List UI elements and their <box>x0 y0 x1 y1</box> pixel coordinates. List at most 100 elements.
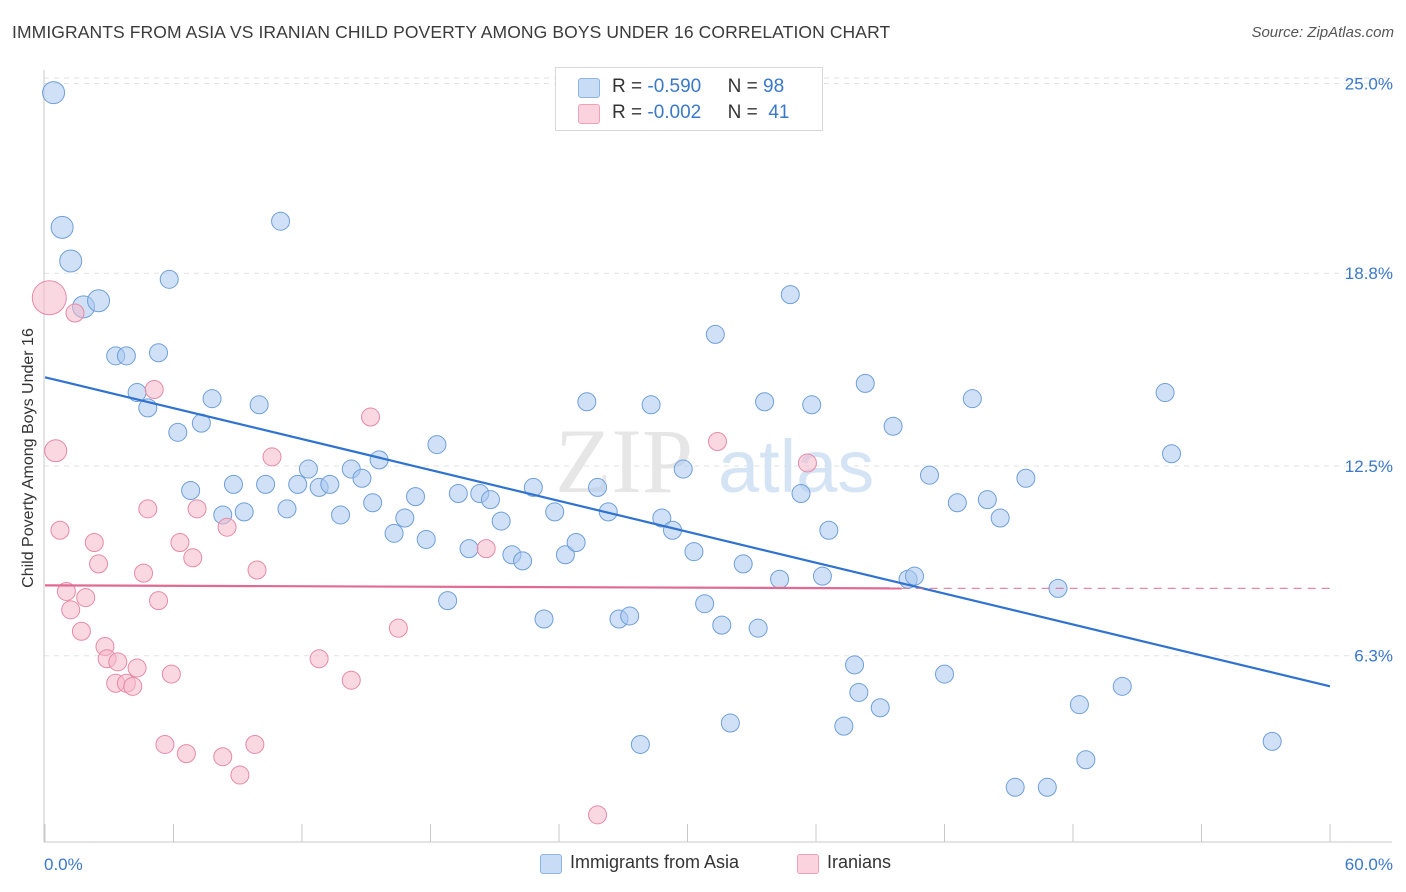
data-point-immigrants <box>438 591 458 611</box>
series-immigrants-from-asia <box>42 81 1282 797</box>
chart-title: IMMIGRANTS FROM ASIA VS IRANIAN CHILD PO… <box>12 22 891 42</box>
data-point-iranians <box>138 499 158 519</box>
data-point-iranians <box>71 621 91 641</box>
data-point-immigrants <box>791 484 811 504</box>
data-point-immigrants <box>870 698 890 718</box>
data-point-immigrants <box>416 529 436 549</box>
data-point-immigrants <box>712 615 732 635</box>
data-point-immigrants <box>812 566 832 586</box>
legend-swatch-pink <box>797 854 819 874</box>
data-point-immigrants <box>641 395 661 415</box>
data-point-immigrants <box>733 554 753 574</box>
correlation-legend: R = -0.590 N = 98 R = -0.002 N = 41 <box>555 67 823 131</box>
data-point-immigrants <box>1016 468 1036 488</box>
data-point-iranians <box>127 658 147 678</box>
data-point-immigrants <box>770 569 790 589</box>
data-point-immigrants <box>849 682 869 702</box>
y-tick-label: 25.0% <box>1345 75 1393 94</box>
data-point-immigrants <box>705 324 725 344</box>
trend-line-immigrants <box>44 376 1331 688</box>
data-point-iranians <box>65 303 85 323</box>
data-point-iranians <box>588 805 608 825</box>
data-point-iranians <box>187 499 207 519</box>
data-point-immigrants <box>320 474 340 494</box>
data-point-iranians <box>84 533 104 552</box>
data-point-iranians <box>213 747 233 767</box>
r-label: R = <box>612 76 648 97</box>
data-point-immigrants <box>947 493 967 513</box>
data-point-immigrants <box>1076 750 1096 770</box>
legend-swatch-pink <box>578 104 600 124</box>
data-point-immigrants <box>1112 676 1132 696</box>
data-point-immigrants <box>1069 695 1089 715</box>
data-point-immigrants <box>249 395 269 415</box>
data-point-iranians <box>56 581 76 601</box>
data-point-iranians <box>245 734 265 754</box>
data-point-immigrants <box>673 459 693 479</box>
data-point-immigrants <box>1005 777 1025 797</box>
data-point-iranians <box>476 539 496 559</box>
data-point-immigrants <box>459 539 479 559</box>
data-point-iranians <box>217 517 237 537</box>
data-point-iranians <box>262 447 282 467</box>
data-point-immigrants <box>720 713 740 733</box>
grid-lines <box>44 77 1392 657</box>
data-point-immigrants <box>384 523 404 543</box>
data-point-iranians <box>309 649 329 669</box>
data-point-iranians <box>388 618 408 638</box>
data-point-iranians <box>61 600 81 620</box>
watermark-zip: ZIP <box>555 410 693 512</box>
data-point-immigrants <box>962 389 982 409</box>
x-tick-label: 60.0% <box>1345 855 1393 874</box>
n-label: N = <box>727 102 764 123</box>
data-point-iranians <box>76 588 96 608</box>
data-point-iranians <box>123 676 143 696</box>
data-point-immigrants <box>202 389 222 409</box>
r-value: -0.590 <box>647 76 702 97</box>
data-point-iranians <box>341 670 361 690</box>
data-point-immigrants <box>620 606 640 626</box>
data-point-immigrants <box>116 346 136 366</box>
data-point-iranians <box>149 591 169 611</box>
data-point-iranians <box>144 380 164 399</box>
data-point-immigrants <box>277 499 297 519</box>
data-point-immigrants <box>42 81 66 105</box>
data-point-immigrants <box>855 373 875 393</box>
data-point-iranians <box>176 744 196 764</box>
data-point-iranians <box>247 560 267 580</box>
data-point-immigrants <box>427 435 447 455</box>
data-point-iranians <box>44 439 68 463</box>
data-point-immigrants <box>406 487 426 507</box>
data-point-immigrants <box>555 545 575 565</box>
data-point-immigrants <box>834 716 854 736</box>
data-point-immigrants <box>298 459 318 479</box>
data-point-iranians <box>31 280 67 316</box>
data-point-immigrants <box>755 392 775 412</box>
data-point-immigrants <box>50 215 74 239</box>
series-iranians <box>31 280 817 825</box>
data-point-immigrants <box>780 285 800 305</box>
r-label: R = <box>612 102 648 123</box>
data-point-iranians <box>230 765 250 785</box>
data-point-immigrants <box>159 269 179 289</box>
data-point-immigrants <box>523 477 543 497</box>
data-point-immigrants <box>480 490 500 510</box>
data-point-iranians <box>161 664 181 684</box>
data-point-immigrants <box>819 520 839 540</box>
data-point-immigrants <box>256 474 276 494</box>
data-point-immigrants <box>905 566 925 586</box>
legend-swatch-blue <box>578 78 600 98</box>
legend-label: Immigrants from Asia <box>570 852 740 872</box>
data-point-iranians <box>155 734 175 754</box>
data-point-immigrants <box>545 502 565 522</box>
data-point-immigrants <box>588 477 608 497</box>
data-point-immigrants <box>149 343 169 363</box>
axes <box>43 70 1392 843</box>
data-point-immigrants <box>935 664 954 684</box>
source-credit: Source: ZipAtlas.com <box>1251 24 1394 41</box>
trend-lines <box>44 376 1331 688</box>
data-point-immigrants <box>448 484 468 504</box>
data-point-immigrants <box>920 465 940 485</box>
data-point-iranians <box>89 554 109 574</box>
